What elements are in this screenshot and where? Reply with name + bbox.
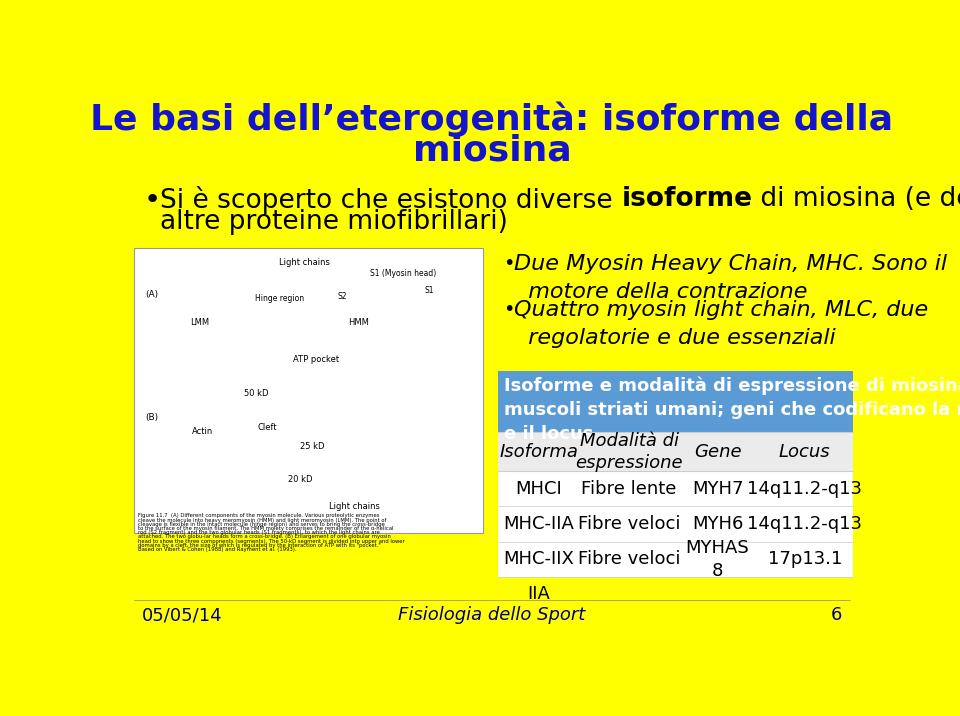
Text: •: • xyxy=(143,186,160,214)
Text: Fibre veloci: Fibre veloci xyxy=(578,551,681,569)
Text: MHC-IIX: MHC-IIX xyxy=(503,551,574,569)
FancyBboxPatch shape xyxy=(498,471,853,506)
Text: Hinge region: Hinge region xyxy=(255,294,304,303)
Text: miosina: miosina xyxy=(413,134,571,168)
Text: MYH7: MYH7 xyxy=(692,480,743,498)
Text: HMM: HMM xyxy=(348,319,370,327)
Text: S2: S2 xyxy=(338,292,348,301)
Text: cleavage is flexible in the intact molecule (hinge region) and serves to bring t: cleavage is flexible in the intact molec… xyxy=(138,522,385,527)
Text: MYH6: MYH6 xyxy=(692,515,743,533)
Text: ATP pocket: ATP pocket xyxy=(293,355,339,364)
Text: altre proteine miofibrillari): altre proteine miofibrillari) xyxy=(160,209,508,235)
Text: di miosina (e delle: di miosina (e delle xyxy=(753,186,960,212)
Text: Isoforme e modalità di espressione di miosina nei
muscoli striati umani; geni ch: Isoforme e modalità di espressione di mi… xyxy=(504,376,960,443)
Text: IIA: IIA xyxy=(527,585,550,603)
Text: Isoforma: Isoforma xyxy=(499,442,578,460)
Text: Light chains: Light chains xyxy=(329,502,380,511)
Text: rod (S2 fragment) and the two globular heads (S1 fragments), to which the light : rod (S2 fragment) and the two globular h… xyxy=(138,531,380,536)
Text: Quattro myosin light chain, MLC, due
  regolatorie e due essenziali: Quattro myosin light chain, MLC, due reg… xyxy=(514,300,928,348)
Text: to the surface of the myosin filament. The HMM moiety comprises the remainder of: to the surface of the myosin filament. T… xyxy=(138,526,394,531)
Text: Fisiologia dello Sport: Fisiologia dello Sport xyxy=(398,606,586,624)
FancyBboxPatch shape xyxy=(498,371,853,432)
Text: Le basi dell’eterogenità: isoforme della: Le basi dell’eterogenità: isoforme della xyxy=(90,102,894,137)
FancyBboxPatch shape xyxy=(498,432,853,471)
Text: 05/05/14: 05/05/14 xyxy=(142,606,223,624)
Text: LMM: LMM xyxy=(190,319,209,327)
Text: Gene: Gene xyxy=(694,442,741,460)
Text: Due Myosin Heavy Chain, MHC. Sono il
  motore della contrazione: Due Myosin Heavy Chain, MHC. Sono il mot… xyxy=(514,253,947,301)
FancyBboxPatch shape xyxy=(498,542,853,577)
Text: 6: 6 xyxy=(831,606,842,624)
Text: Locus: Locus xyxy=(779,442,830,460)
Text: Modalità di
espressione: Modalità di espressione xyxy=(575,432,683,472)
FancyBboxPatch shape xyxy=(134,248,483,533)
Text: attached. The two globu-lar heads form a cross-bridge. (B) Enlargement of one gl: attached. The two globu-lar heads form a… xyxy=(138,534,391,539)
Text: isoforme: isoforme xyxy=(621,186,753,212)
Text: cleave the molecule into heavy meromyosin (HMM) and light meromyosin (LMM). The : cleave the molecule into heavy meromyosi… xyxy=(138,518,386,523)
Text: 14q11.2-q13: 14q11.2-q13 xyxy=(747,515,862,533)
Text: Actin: Actin xyxy=(192,427,213,436)
Text: Cleft: Cleft xyxy=(257,423,277,432)
Text: 17p13.1: 17p13.1 xyxy=(768,551,842,569)
Text: 25 kD: 25 kD xyxy=(300,442,324,450)
FancyBboxPatch shape xyxy=(498,506,853,542)
Text: Fibre lente: Fibre lente xyxy=(582,480,677,498)
Text: Based on Vibert & Cohen (1988) and Rayment et al. (1993).: Based on Vibert & Cohen (1988) and Rayme… xyxy=(138,547,297,552)
Text: Figure 11.7  (A) Different components of the myosin molecule. Various proteolyti: Figure 11.7 (A) Different components of … xyxy=(138,513,379,518)
Text: Fibre veloci: Fibre veloci xyxy=(578,515,681,533)
Text: S1: S1 xyxy=(424,286,434,295)
Text: Si è scoperto che esistono diverse: Si è scoperto che esistono diverse xyxy=(160,186,621,214)
Text: Light chains: Light chains xyxy=(279,258,330,267)
Text: •: • xyxy=(503,300,515,319)
Text: (A): (A) xyxy=(145,290,158,299)
Text: 14q11.2-q13: 14q11.2-q13 xyxy=(747,480,862,498)
Text: 50 kD: 50 kD xyxy=(244,389,269,397)
Text: MHCI: MHCI xyxy=(516,480,563,498)
Text: MYHAS
8: MYHAS 8 xyxy=(685,539,750,579)
Text: (B): (B) xyxy=(145,413,158,422)
Text: •: • xyxy=(503,253,515,273)
Text: 20 kD: 20 kD xyxy=(288,475,313,484)
Text: S1 (Myosin head): S1 (Myosin head) xyxy=(370,269,436,279)
Text: head to show the three components (segments). The 50-kD segment is divided into : head to show the three components (segme… xyxy=(138,538,404,543)
Text: MHC-IIA: MHC-IIA xyxy=(503,515,574,533)
Text: domains by a cleft, the size of which is regulated by the interaction of ATP wit: domains by a cleft, the size of which is… xyxy=(138,543,380,548)
